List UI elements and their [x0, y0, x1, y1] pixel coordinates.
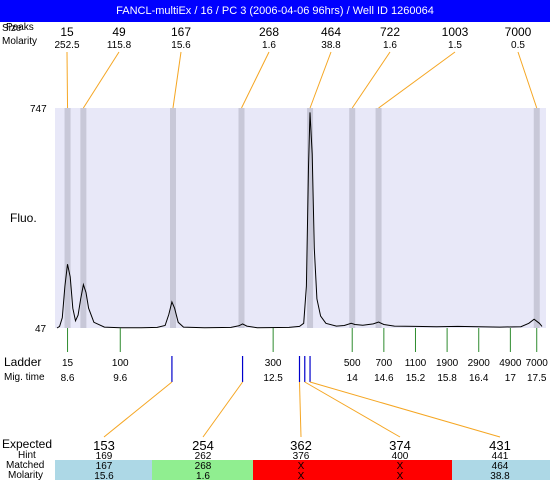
- peak-connector: [82, 51, 120, 109]
- matched-molarity-value: X: [397, 471, 404, 480]
- ladder-size-label: 500: [344, 358, 361, 369]
- peak-size-label: 268: [259, 25, 279, 39]
- matched-row-label: Matched: [6, 460, 44, 471]
- peak-molarity-label: 1.6: [383, 40, 397, 51]
- expected-connector: [309, 381, 501, 438]
- ladder-size-label: 7000: [526, 358, 549, 369]
- peak-size-label: 722: [380, 25, 400, 39]
- peak-size-label: 7000: [505, 25, 532, 39]
- ladder-size-label: 1100: [405, 358, 427, 369]
- ladder-size-label: 4900: [499, 358, 522, 369]
- expected-connector: [202, 381, 243, 438]
- window-title: FANCL-multiEx / 16 / PC 3 (2006-04-06 96…: [0, 0, 550, 22]
- peak-molarity-label: 252.5: [54, 40, 79, 51]
- expected-row-label: Expected: [2, 437, 52, 451]
- expected-connector: [304, 381, 401, 438]
- peak-connector: [517, 51, 538, 109]
- ladder-size-label: 300: [265, 358, 282, 369]
- peak-connector: [378, 51, 456, 109]
- expected-size-value: 374: [389, 438, 411, 453]
- peak-molarity-label: 115.8: [107, 40, 132, 51]
- match-cell: [55, 460, 152, 480]
- ladder-size-label: 700: [376, 358, 393, 369]
- peak-molarity-label: 38.8: [321, 40, 341, 51]
- peak-size-label: 1003: [442, 25, 469, 39]
- ladder-size-label: 15: [62, 358, 74, 369]
- peak-band: [64, 108, 71, 328]
- peak-molarity-label: 0.5: [511, 40, 525, 51]
- size-row-label: Size: [2, 23, 22, 34]
- peak-size-label: 167: [171, 25, 191, 39]
- ladder-size-label: 1900: [436, 358, 459, 369]
- ladder-mig-label: 15.8: [437, 373, 457, 384]
- molarity-row-label: Molarity: [2, 36, 37, 47]
- plot-area: [55, 108, 546, 328]
- expected-size-value: 153: [93, 438, 115, 453]
- peak-molarity-label: 15.6: [171, 40, 191, 51]
- fluorescence-trace: [56, 112, 543, 329]
- matched-molarity-value: 38.8: [490, 471, 510, 480]
- matched-value: 268: [195, 461, 212, 472]
- y-tick-max: 747: [30, 104, 47, 115]
- match-cell: [253, 460, 452, 480]
- ladder-mig-label: 14.6: [374, 373, 394, 384]
- match-cell: [452, 460, 550, 480]
- expected-connector: [103, 381, 173, 438]
- ladder-size-label: 2900: [468, 358, 491, 369]
- ladder-size-label: 100: [112, 358, 129, 369]
- matched-molarity-value: 1.6: [196, 471, 210, 480]
- hint-value: 169: [96, 451, 113, 462]
- expected-size-value: 362: [290, 438, 312, 453]
- peak-size-label: 49: [112, 25, 126, 39]
- ladder-mig-label: 12.5: [263, 373, 283, 384]
- matched-molarity-value: 15.6: [94, 471, 114, 480]
- matched-value: X: [397, 461, 404, 472]
- peak-molarity-label: 1.5: [448, 40, 462, 51]
- y-axis-label: Fluo.: [10, 211, 37, 225]
- peak-band: [169, 108, 176, 328]
- peak-band: [533, 108, 540, 328]
- peak-size-label: 15: [60, 25, 74, 39]
- ladder-row-label: Ladder: [4, 355, 41, 369]
- peak-connector: [172, 51, 182, 109]
- ladder-mig-label: 16.4: [469, 373, 489, 384]
- expected-size-value: 431: [489, 438, 511, 453]
- peak-connector: [309, 51, 332, 109]
- peak-band: [307, 108, 314, 328]
- bottom-molarity-row-label: Molarity: [8, 470, 43, 480]
- peak-connector: [351, 51, 391, 109]
- ladder-mig-label: 15.2: [406, 373, 426, 384]
- ladder-mig-label: 17.5: [527, 373, 547, 384]
- mig-time-row-label: Mig. time: [4, 372, 45, 383]
- match-cell: [152, 460, 253, 480]
- matched-value: 167: [96, 461, 113, 472]
- peak-band: [349, 108, 356, 328]
- peak-band: [80, 108, 87, 328]
- hint-value: 262: [195, 451, 212, 462]
- peak-band: [375, 108, 382, 328]
- y-tick-min: 47: [35, 324, 47, 335]
- ladder-mig-label: 17: [505, 373, 517, 384]
- ladder-mig-label: 14: [347, 373, 359, 384]
- expected-connector: [299, 381, 302, 438]
- peak-connector: [241, 51, 270, 109]
- hint-value: 376: [293, 451, 310, 462]
- matched-value: 464: [492, 461, 509, 472]
- peak-size-label: 464: [321, 25, 341, 39]
- hint-value: 441: [492, 451, 509, 462]
- matched-molarity-value: X: [298, 471, 305, 480]
- matched-value: X: [298, 461, 305, 472]
- peak-molarity-label: 1.6: [262, 40, 276, 51]
- ladder-mig-label: 8.6: [61, 373, 75, 384]
- peak-band: [238, 108, 245, 328]
- hint-row-label: Hint: [18, 450, 36, 461]
- expected-size-value: 254: [192, 438, 214, 453]
- ladder-mig-label: 9.6: [113, 373, 127, 384]
- peaks-row-label: Peaks: [6, 22, 34, 33]
- peak-connector: [66, 51, 69, 109]
- hint-value: 400: [392, 451, 409, 462]
